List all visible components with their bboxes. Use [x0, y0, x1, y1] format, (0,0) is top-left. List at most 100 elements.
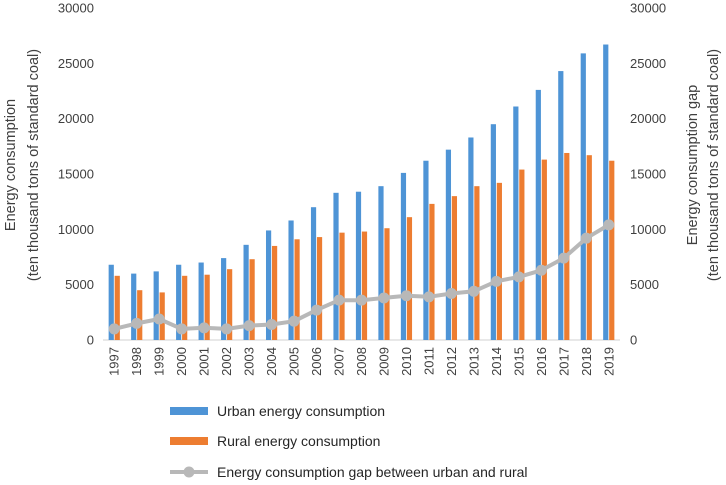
- line-series: [108, 219, 615, 335]
- y-axis-title-right-line1: Energy consumption gap: [685, 85, 701, 245]
- x-tick-label-2016: 2016: [534, 347, 549, 376]
- bar-urban-2019: [603, 44, 609, 341]
- x-tick-label-2019: 2019: [601, 347, 616, 376]
- bar-rural-2013: [474, 186, 480, 340]
- bar-rural-2019: [609, 160, 615, 340]
- y-tick-label-left: 0: [87, 333, 94, 348]
- bar-urban-2005: [288, 220, 294, 340]
- bar-urban-2007: [333, 192, 339, 340]
- point-gap-2018: [580, 232, 592, 244]
- bar-rural-2001: [204, 274, 210, 340]
- bar-urban-2017: [558, 71, 564, 340]
- x-tick-label-2012: 2012: [444, 347, 459, 376]
- y-tick-label-left: 5000: [65, 277, 94, 292]
- bar-rural-2000: [182, 275, 188, 340]
- bar-urban-2003: [243, 244, 249, 340]
- bar-rural-2002: [227, 269, 233, 340]
- bar-rural-2009: [384, 228, 390, 340]
- line-gap: [113, 223, 610, 331]
- bar-series: [108, 44, 615, 341]
- point-gap-2004: [266, 319, 278, 331]
- x-tick-label-2007: 2007: [332, 347, 347, 376]
- bar-urban-2013: [468, 137, 474, 340]
- bar-urban-2000: [176, 264, 182, 340]
- x-tick-label-2003: 2003: [242, 347, 257, 376]
- bar-rural-2011: [429, 203, 435, 340]
- bar-rural-2012: [451, 196, 458, 340]
- y-axis-title-left-line1: Energy consumption: [3, 99, 19, 231]
- x-tick-label-2017: 2017: [556, 347, 571, 376]
- bar-rural-1998: [137, 290, 143, 340]
- x-tick-label-2006: 2006: [309, 347, 324, 376]
- bar-rural-2008: [361, 231, 368, 340]
- x-axis: 1997 1998 1999 2000 2001 2002 2003 2004 2005 2006…: [107, 347, 617, 376]
- point-gap-2008: [356, 294, 367, 306]
- point-gap-2002: [221, 323, 233, 335]
- y-axis-title-right: Energy consumption gap (ten thousand ton…: [685, 49, 722, 281]
- y-tick-label-right: 15000: [630, 167, 666, 182]
- bar-urban-2015: [513, 106, 519, 340]
- bar-rural-2018: [586, 155, 592, 340]
- point-gap-2017: [558, 252, 570, 264]
- point-gap-2013: [468, 285, 480, 297]
- bar-urban-1999: [153, 271, 159, 340]
- bar-rural-2017: [564, 152, 570, 340]
- bar-urban-2002: [221, 258, 227, 340]
- y-tick-label-left: 15000: [58, 167, 94, 182]
- y-tick-label-left: 20000: [58, 111, 94, 126]
- point-gap-2001: [198, 322, 210, 334]
- x-tick-label-2008: 2008: [354, 347, 369, 376]
- y-axis-left: 0 5000 10000 15000 20000 25000 30000: [58, 1, 94, 348]
- legend-swatch-urban: [170, 407, 208, 415]
- x-tick-label-2004: 2004: [264, 347, 279, 376]
- point-gap-2010: [400, 290, 412, 302]
- point-gap-2019: [603, 219, 615, 231]
- bar-urban-2012: [445, 149, 452, 340]
- bar-rural-2006: [316, 237, 323, 340]
- x-tick-label-1997: 1997: [107, 347, 122, 376]
- y-axis-title-right-line2: (ten thousand tons of standard coal): [706, 49, 722, 281]
- point-gap-2003: [243, 320, 255, 332]
- bar-urban-2016: [535, 89, 541, 340]
- point-gap-1997: [108, 323, 120, 335]
- bar-rural-2007: [339, 232, 345, 340]
- bar-urban-2014: [490, 124, 496, 340]
- bar-urban-2009: [378, 186, 384, 340]
- point-gap-1998: [131, 317, 143, 329]
- bar-rural-2004: [271, 245, 278, 340]
- bar-urban-2010: [400, 172, 407, 340]
- point-gap-2016: [535, 264, 547, 276]
- x-tick-label-1998: 1998: [129, 347, 144, 376]
- bar-urban-2004: [265, 230, 272, 340]
- bar-rural-2014: [496, 182, 502, 340]
- x-tick-label-1999: 1999: [152, 347, 167, 376]
- point-gap-1999: [153, 313, 165, 325]
- y-tick-label-right: 30000: [630, 1, 666, 16]
- x-tick-label-2011: 2011: [421, 347, 436, 375]
- legend-label-urban: Urban energy consumption: [217, 403, 385, 419]
- bar-rural-2005: [294, 239, 300, 340]
- point-gap-2015: [513, 271, 525, 283]
- bar-urban-1998: [131, 273, 137, 340]
- x-tick-label-2000: 2000: [174, 347, 189, 376]
- bar-rural-2010: [406, 217, 413, 340]
- y-tick-label-right: 25000: [630, 56, 666, 71]
- y-tick-label-right: 20000: [630, 111, 666, 126]
- point-gap-2000: [176, 323, 188, 335]
- x-tick-label-2002: 2002: [219, 347, 234, 376]
- point-gap-2011: [423, 291, 435, 303]
- y-tick-label-right: 0: [630, 333, 637, 348]
- bar-rural-1997: [114, 275, 120, 340]
- bar-rural-2015: [519, 169, 525, 340]
- bar-urban-2011: [423, 160, 429, 340]
- y-axis-right: 0 5000 10000 15000 20000 25000 30000: [630, 1, 666, 348]
- x-tick-label-2001: 2001: [197, 347, 212, 376]
- point-gap-2009: [378, 292, 390, 304]
- legend-label-gap: Energy consumption gap between urban and…: [217, 464, 528, 480]
- legend-swatch-gap-marker: [183, 466, 195, 478]
- legend-swatch-rural: [170, 437, 208, 445]
- x-tick-label-2010: 2010: [399, 347, 414, 376]
- y-tick-label-left: 30000: [58, 1, 94, 16]
- bar-rural-2016: [541, 159, 547, 340]
